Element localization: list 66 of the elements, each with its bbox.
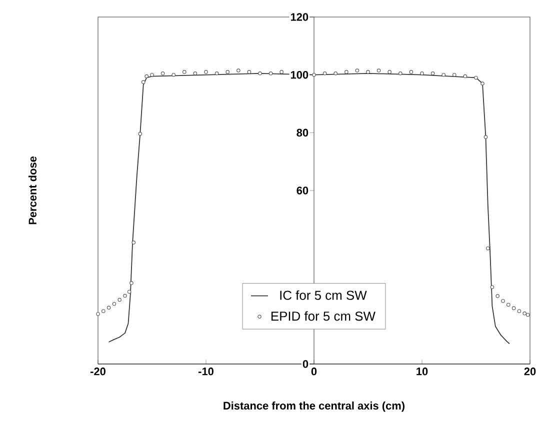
- point: [480, 82, 484, 86]
- legend-label: EPID for 5 cm SW: [271, 311, 376, 321]
- y-tick-label: 60: [296, 186, 308, 194]
- point: [526, 312, 530, 317]
- point: [442, 72, 446, 77]
- point: [322, 71, 327, 76]
- point: [517, 309, 522, 313]
- point: [484, 135, 488, 139]
- x-tick-label: 10: [416, 368, 428, 376]
- x-tick-label: 0: [311, 368, 317, 376]
- point: [138, 132, 142, 136]
- point: [112, 302, 116, 306]
- point: [280, 70, 284, 74]
- point: [501, 299, 505, 303]
- point: [106, 306, 111, 310]
- point: [486, 246, 490, 250]
- point: [204, 70, 208, 74]
- point: [258, 71, 262, 76]
- point: [376, 68, 381, 72]
- y-tick-label: 80: [296, 128, 308, 137]
- point: [344, 70, 348, 74]
- point: [123, 294, 127, 298]
- point: [214, 71, 219, 76]
- point: [144, 74, 148, 78]
- point: [334, 71, 338, 76]
- point: [506, 302, 510, 307]
- point: [127, 290, 132, 294]
- x-tick-label: -10: [198, 368, 214, 376]
- point: [172, 72, 176, 77]
- point: [388, 70, 392, 74]
- point: [130, 281, 134, 285]
- point: [474, 76, 478, 80]
- x-tick-label: -20: [90, 368, 106, 376]
- point: [268, 71, 273, 76]
- point: [160, 71, 165, 76]
- point: [355, 68, 360, 72]
- legend-label: IC for 5 cm SW: [280, 290, 367, 300]
- point: [512, 306, 516, 310]
- point: [366, 70, 370, 74]
- y-tick-label: 100: [290, 70, 308, 79]
- point: [193, 71, 198, 76]
- point: [522, 312, 526, 316]
- point: [420, 71, 424, 76]
- point: [490, 285, 494, 289]
- point: [430, 71, 435, 76]
- y-tick-label: 0: [302, 360, 308, 368]
- point: [409, 70, 414, 74]
- point: [182, 70, 186, 74]
- point: [141, 80, 146, 84]
- point: [226, 70, 230, 74]
- y-tick-label: 120: [290, 13, 308, 21]
- point: [96, 312, 100, 316]
- point: [463, 74, 468, 78]
- point: [118, 298, 122, 302]
- point: [496, 294, 500, 298]
- point: [312, 72, 316, 77]
- point: [132, 240, 136, 244]
- x-axis-title: Distance from the central axis (cm): [224, 402, 404, 412]
- point: [102, 309, 106, 313]
- point: [236, 68, 240, 72]
- point: [247, 70, 252, 74]
- y-axis-title: Percent dose: [28, 156, 36, 224]
- point: [150, 72, 154, 77]
- x-tick-label: 20: [524, 368, 536, 376]
- point: [452, 72, 456, 77]
- point: [398, 71, 402, 76]
